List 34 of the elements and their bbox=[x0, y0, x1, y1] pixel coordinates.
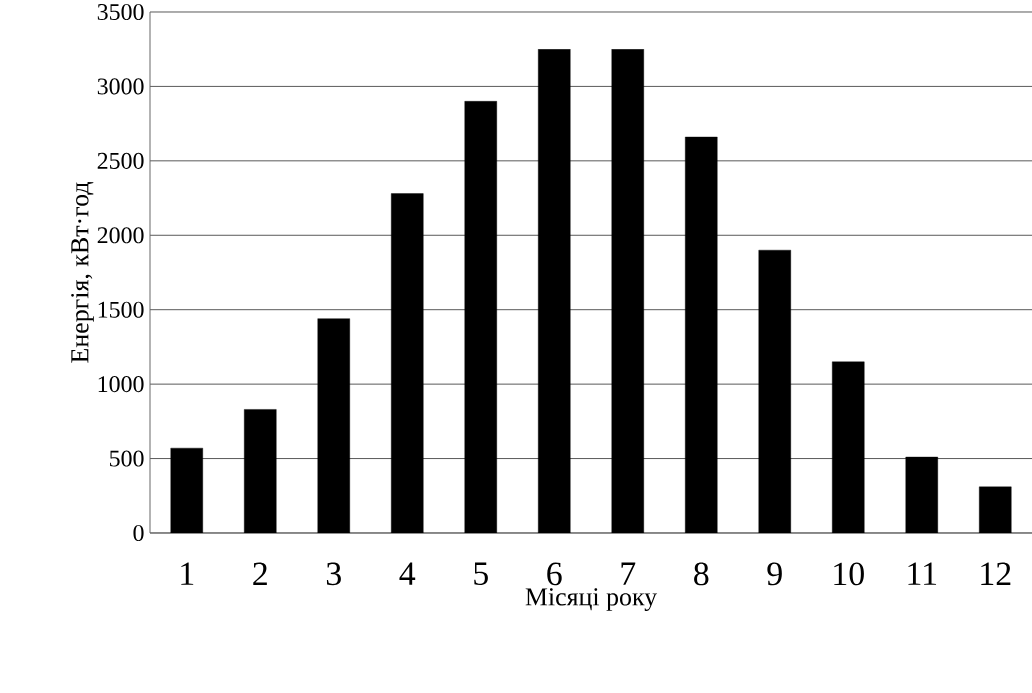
bar bbox=[538, 49, 571, 533]
x-tick-label: 7 bbox=[621, 562, 636, 585]
bar bbox=[905, 456, 938, 533]
x-tick-label: 2 bbox=[253, 562, 267, 585]
x-axis-title: Місяці року bbox=[525, 588, 658, 611]
bar bbox=[391, 193, 424, 533]
bar bbox=[832, 361, 865, 533]
bar bbox=[611, 49, 644, 533]
x-tick-label: 6 bbox=[547, 562, 562, 586]
y-tick-label: 2000 bbox=[97, 227, 144, 244]
x-tick-label: 3 bbox=[326, 562, 341, 586]
x-tick-label: 5 bbox=[474, 562, 488, 586]
bar bbox=[979, 486, 1012, 533]
x-tick-label: 8 bbox=[694, 562, 709, 586]
y-tick-label: 500 bbox=[110, 450, 144, 467]
x-tick-label: 10 bbox=[834, 562, 864, 586]
y-tick-label: 0 bbox=[133, 524, 144, 542]
bar bbox=[685, 136, 718, 533]
y-tick-label: 1000 bbox=[98, 376, 144, 393]
y-axis-title: Енергія, кВт·год bbox=[71, 182, 94, 363]
y-tick-label: 3000 bbox=[97, 78, 144, 95]
x-tick-label: 12 bbox=[981, 562, 1011, 585]
bar bbox=[464, 101, 497, 533]
y-tick-label: 1500 bbox=[98, 301, 144, 318]
y-tick-label: 2500 bbox=[97, 152, 144, 169]
bar bbox=[317, 318, 350, 533]
x-tick-label: 11 bbox=[908, 562, 937, 585]
x-tick-label: 4 bbox=[399, 562, 416, 585]
bar bbox=[170, 447, 203, 533]
x-tick-label: 9 bbox=[767, 562, 782, 586]
y-tick-label: 3500 bbox=[97, 3, 144, 21]
bar bbox=[758, 249, 791, 533]
bar bbox=[244, 409, 277, 533]
x-tick-label: 1 bbox=[181, 562, 194, 585]
